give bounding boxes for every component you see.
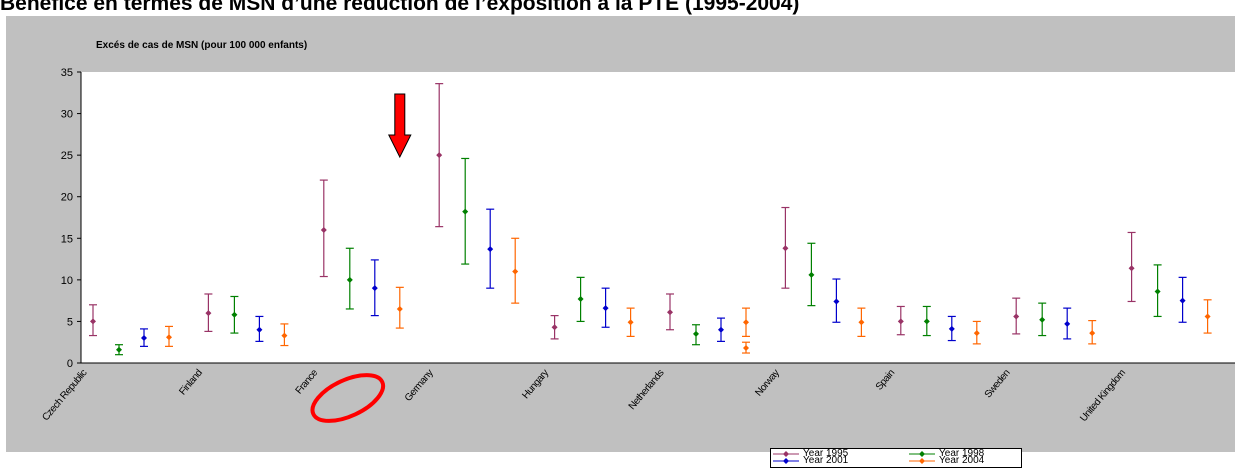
data-point-s3-6 xyxy=(858,319,865,326)
data-point-s2-5 xyxy=(718,326,724,333)
data-point-s2-7 xyxy=(948,325,955,332)
data-point-s0-2 xyxy=(320,226,327,233)
x-tick-label-finland: Finland xyxy=(177,368,204,398)
data-point-s0-4 xyxy=(551,324,558,331)
data-point-s0-1 xyxy=(205,310,212,317)
page-title: Bénéfice en termes de MSN d’une réductio… xyxy=(0,0,800,15)
y-tick-label-7: 35 xyxy=(61,67,73,79)
chart-legend: Year 1995 Year 1998 Year 2001 Year 2004 xyxy=(770,448,1022,468)
x-tick-label-sweden: Sweden xyxy=(983,368,1013,400)
data-point-s1-4 xyxy=(577,295,584,302)
x-tick-label-hungary: Hungary xyxy=(520,367,551,401)
y-tick-label-3: 15 xyxy=(61,233,73,245)
legend-item-2001: Year 2001 xyxy=(773,456,883,466)
data-point-s3-9 xyxy=(1204,313,1211,320)
data-point-s3-4 xyxy=(627,319,634,326)
y-axis-title: Excés de cas de MSN (pour 100 000 enfant… xyxy=(96,40,308,51)
data-point-s4-5 xyxy=(743,345,749,352)
annotation-arrow-icon xyxy=(387,93,412,159)
y-tick-label-5: 25 xyxy=(61,150,73,162)
data-point-s3-1 xyxy=(281,332,288,339)
legend-item-2004: Year 2004 xyxy=(909,456,1019,466)
data-point-s1-9 xyxy=(1154,288,1161,295)
data-point-s1-1 xyxy=(231,311,238,318)
data-point-s2-1 xyxy=(256,326,263,333)
data-point-s1-7 xyxy=(923,318,930,325)
x-tick-label-germany: Germany xyxy=(403,367,436,403)
y-tick-label-2: 10 xyxy=(61,275,73,287)
data-point-s2-2 xyxy=(371,285,378,292)
x-tick-label-czech-republic: Czech Republic xyxy=(40,367,89,423)
data-point-s2-8 xyxy=(1064,320,1071,327)
data-point-s1-2 xyxy=(346,276,353,283)
data-point-s3-3 xyxy=(512,268,519,275)
data-point-s1-6 xyxy=(808,271,815,278)
data-point-s2-0 xyxy=(141,335,147,342)
data-point-s0-0 xyxy=(90,318,96,325)
x-tick-label-france: France xyxy=(294,367,321,396)
legend-swatch-2004 xyxy=(909,458,935,464)
data-point-s2-4 xyxy=(602,305,609,312)
data-point-s2-6 xyxy=(833,298,840,305)
x-tick-label-norway: Norway xyxy=(753,367,782,398)
data-point-s0-8 xyxy=(1013,313,1020,320)
chart-svg: 0 5 10 15 20 25 30 35 Czech Republic Finland Franc… xyxy=(40,67,1235,424)
data-point-s3-8 xyxy=(1089,330,1096,337)
data-point-s2-3 xyxy=(487,246,494,253)
data-point-s3-5 xyxy=(743,319,749,326)
data-point-s3-0 xyxy=(166,334,172,341)
x-tick-label-spain: Spain xyxy=(874,368,897,393)
data-point-s0-3 xyxy=(436,152,443,159)
data-point-s0-7 xyxy=(897,318,904,325)
data-point-s0-6 xyxy=(782,245,789,252)
y-tick-label-6: 30 xyxy=(61,109,73,121)
x-tick-label-united-kingdom: United Kingdom xyxy=(1078,368,1128,424)
legend-swatch-2001 xyxy=(773,458,799,464)
legend-label-2001: Year 2001 xyxy=(803,455,849,466)
data-point-s1-8 xyxy=(1039,316,1046,323)
data-point-s3-7 xyxy=(973,330,980,337)
chart-frame: Excés de cas de MSN (pour 100 000 enfant… xyxy=(6,16,1235,468)
data-point-s0-9 xyxy=(1128,265,1135,272)
y-tick-label-1: 5 xyxy=(67,316,73,328)
legend-label-2004: Year 2004 xyxy=(939,455,985,466)
plot-area xyxy=(81,72,1235,363)
y-tick-label-0: 0 xyxy=(67,358,73,370)
annotation-ellipse-icon xyxy=(310,373,386,423)
data-point-s1-0 xyxy=(116,346,122,353)
data-point-s0-5 xyxy=(667,309,673,316)
data-point-s3-2 xyxy=(396,305,403,312)
data-point-s1-5 xyxy=(693,330,699,337)
data-point-s1-3 xyxy=(462,208,469,215)
y-tick-label-4: 20 xyxy=(61,192,73,204)
data-point-s2-9 xyxy=(1179,297,1186,304)
x-tick-label-netherlands: Netherlands xyxy=(627,367,667,412)
